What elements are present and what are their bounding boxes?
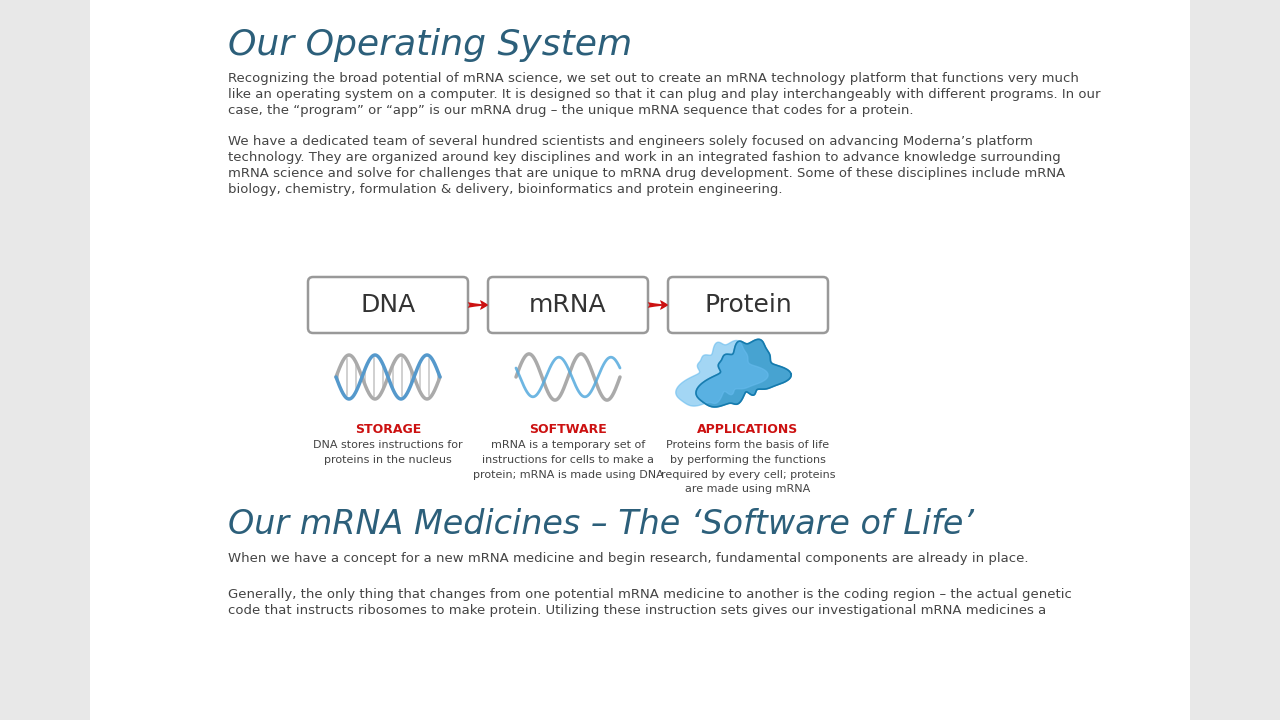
Text: technology. They are organized around key disciplines and work in an integrated : technology. They are organized around ke… <box>228 151 1061 164</box>
Text: case, the “program” or “app” is our mRNA drug – the unique mRNA sequence that co: case, the “program” or “app” is our mRNA… <box>228 104 914 117</box>
Text: mRNA science and solve for challenges that are unique to mRNA drug development. : mRNA science and solve for challenges th… <box>228 167 1065 180</box>
Text: code that instructs ribosomes to make protein. Utilizing these instruction sets : code that instructs ribosomes to make pr… <box>228 604 1046 617</box>
Text: Our mRNA Medicines – The ‘Software of Life’: Our mRNA Medicines – The ‘Software of Li… <box>228 508 974 541</box>
Text: mRNA is a temporary set of
instructions for cells to make a
protein; mRNA is mad: mRNA is a temporary set of instructions … <box>472 440 663 480</box>
Text: STORAGE: STORAGE <box>355 423 421 436</box>
Text: SOFTWARE: SOFTWARE <box>529 423 607 436</box>
Text: biology, chemistry, formulation & delivery, bioinformatics and protein engineeri: biology, chemistry, formulation & delive… <box>228 183 782 196</box>
Text: Recognizing the broad potential of mRNA science, we set out to create an mRNA te: Recognizing the broad potential of mRNA … <box>228 72 1079 85</box>
FancyBboxPatch shape <box>668 277 828 333</box>
FancyBboxPatch shape <box>488 277 648 333</box>
Text: When we have a concept for a new mRNA medicine and begin research, fundamental c: When we have a concept for a new mRNA me… <box>228 552 1029 565</box>
Text: Protein: Protein <box>704 293 792 317</box>
Polygon shape <box>676 341 768 406</box>
Text: Our Operating System: Our Operating System <box>228 28 632 62</box>
Text: like an operating system on a computer. It is designed so that it can plug and p: like an operating system on a computer. … <box>228 88 1101 101</box>
Text: DNA: DNA <box>361 293 416 317</box>
Text: Generally, the only thing that changes from one potential mRNA medicine to anoth: Generally, the only thing that changes f… <box>228 588 1071 601</box>
Text: We have a dedicated team of several hundred scientists and engineers solely focu: We have a dedicated team of several hund… <box>228 135 1033 148</box>
FancyBboxPatch shape <box>90 0 1190 720</box>
Text: Proteins form the basis of life
by performing the functions
required by every ce: Proteins form the basis of life by perfo… <box>660 440 836 495</box>
Polygon shape <box>696 339 791 407</box>
Text: mRNA: mRNA <box>529 293 607 317</box>
Text: DNA stores instructions for
proteins in the nucleus: DNA stores instructions for proteins in … <box>314 440 463 465</box>
FancyBboxPatch shape <box>308 277 468 333</box>
Text: APPLICATIONS: APPLICATIONS <box>698 423 799 436</box>
